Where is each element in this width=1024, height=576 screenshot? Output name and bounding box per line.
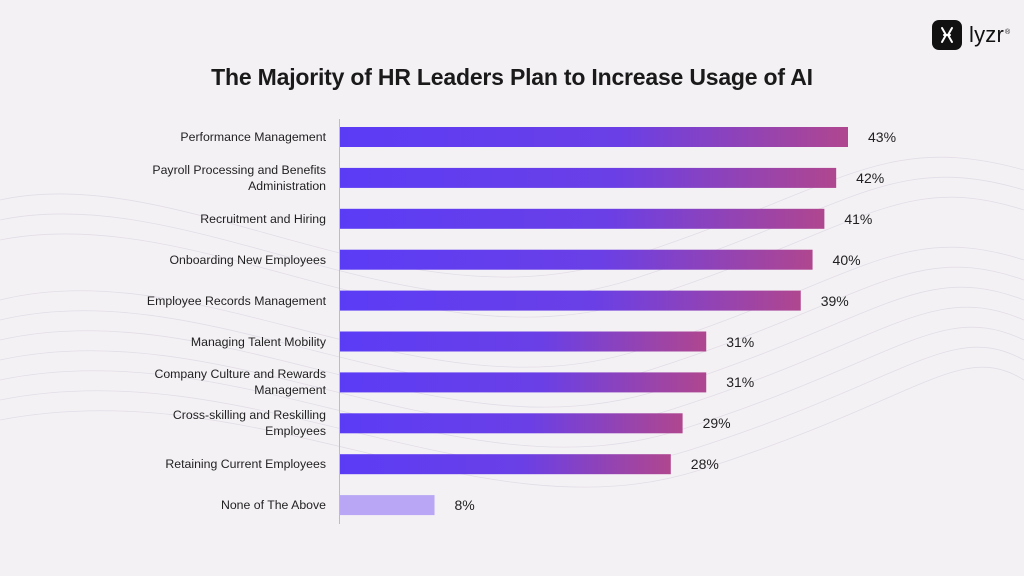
bar-2: [340, 208, 825, 229]
bar-8: [340, 454, 671, 475]
value-label: 42%: [856, 169, 885, 186]
value-label: 31%: [726, 374, 755, 391]
bar-6: [340, 372, 707, 393]
category-label: Performance Management: [180, 130, 326, 144]
category-label: Recruitment and Hiring: [200, 211, 326, 226]
bar-9: [340, 495, 435, 516]
value-label: 40%: [832, 251, 861, 268]
value-label: 28%: [690, 456, 719, 473]
category-label: Company Culture and Rewards Management: [154, 367, 326, 398]
category-label: Retaining Current Employees: [165, 457, 326, 472]
brand-logo: lyzr®: [932, 20, 1010, 50]
category-label: Onboarding New Employees: [169, 252, 326, 267]
value-label: 41%: [844, 210, 873, 227]
category-label: Cross-skilling and Reskilling Employees: [172, 408, 326, 439]
lyzr-logo-icon: [932, 20, 962, 50]
bar-7: [340, 413, 683, 434]
value-label: 39%: [820, 292, 849, 309]
value-label: 8%: [454, 497, 475, 514]
category-label: Employee Records Management: [146, 293, 326, 308]
bar-1: [340, 167, 837, 188]
y-axis-line: [339, 119, 340, 524]
brand-trademark: ®: [1005, 28, 1011, 36]
value-label: 31%: [726, 333, 755, 350]
brand-name: lyzr®: [969, 22, 1011, 47]
bar-4: [340, 290, 801, 311]
bar-5: [340, 331, 707, 352]
category-label: Payroll Processing and Benefits Administ…: [152, 162, 326, 193]
value-label: 43%: [868, 129, 897, 145]
chart-title: The Majority of HR Leaders Plan to Incre…: [211, 64, 813, 90]
category-label: None of The Above: [220, 498, 326, 513]
category-label: Managing Talent Mobility: [190, 334, 326, 349]
bar-0: [340, 127, 848, 147]
value-label: 29%: [702, 415, 731, 432]
bar-3: [340, 249, 813, 270]
